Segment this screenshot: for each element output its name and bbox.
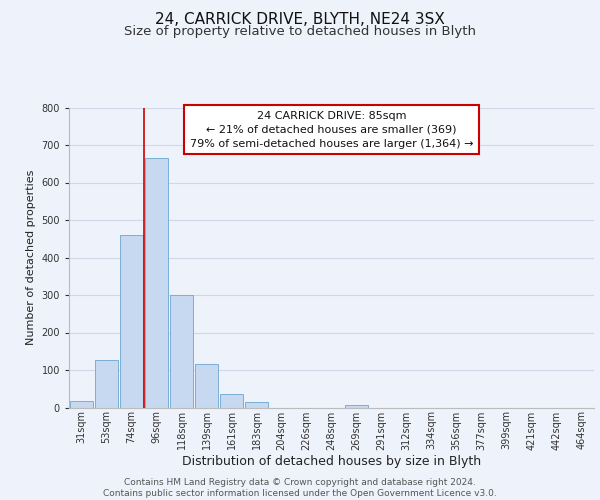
Bar (195, 364, 218, 408)
Bar (120, 235, 143, 408)
Bar (95, 360, 118, 408)
Text: 24 CARRICK DRIVE: 85sqm
← 21% of detached houses are smaller (369)
79% of semi-d: 24 CARRICK DRIVE: 85sqm ← 21% of detache… (190, 110, 473, 148)
X-axis label: Distribution of detached houses by size in Blyth: Distribution of detached houses by size … (182, 455, 481, 468)
Y-axis label: Number of detached properties: Number of detached properties (26, 170, 36, 345)
Text: Size of property relative to detached houses in Blyth: Size of property relative to detached ho… (124, 25, 476, 38)
Bar (220, 394, 243, 407)
Text: 24, CARRICK DRIVE, BLYTH, NE24 3SX: 24, CARRICK DRIVE, BLYTH, NE24 3SX (155, 12, 445, 28)
Bar (170, 295, 193, 408)
Bar (145, 158, 168, 408)
Text: Contains HM Land Registry data © Crown copyright and database right 2024.
Contai: Contains HM Land Registry data © Crown c… (103, 478, 497, 498)
Bar (345, 404, 368, 407)
Bar (70, 401, 93, 407)
Bar (245, 402, 268, 407)
